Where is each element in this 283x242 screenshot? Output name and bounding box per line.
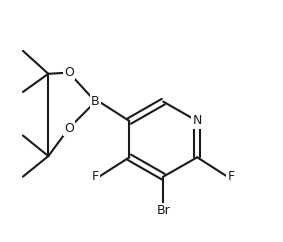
Text: F: F <box>92 170 99 183</box>
Text: Br: Br <box>156 204 170 217</box>
Text: O: O <box>64 122 74 135</box>
Text: N: N <box>192 114 202 128</box>
Text: B: B <box>91 95 100 108</box>
Text: O: O <box>64 66 74 79</box>
Text: F: F <box>228 170 235 183</box>
